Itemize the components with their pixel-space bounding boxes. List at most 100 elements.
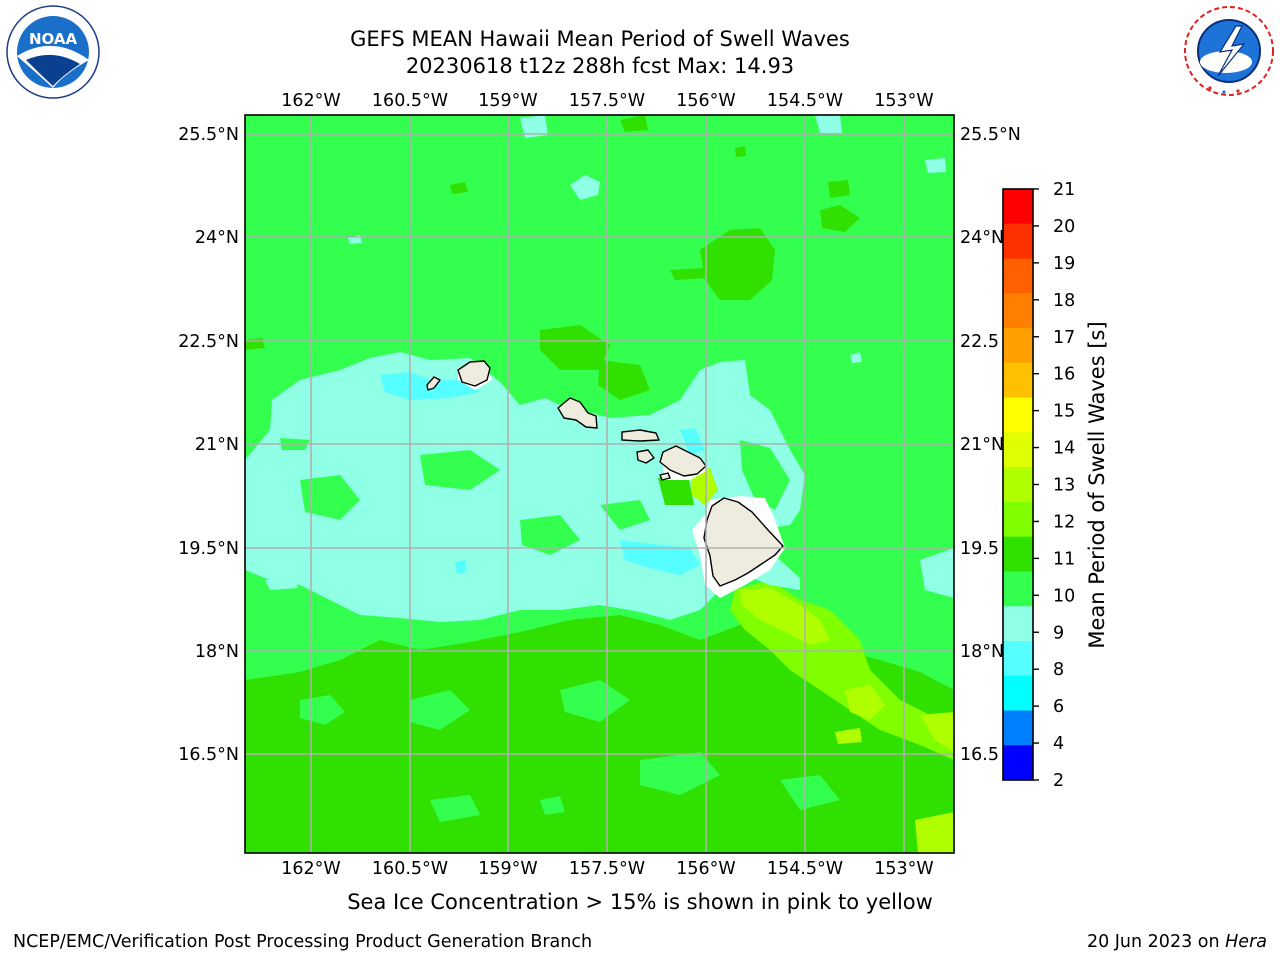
swell-region-13-14-maui xyxy=(690,468,718,505)
colorbar-tick-label: 21 xyxy=(1053,180,1075,200)
swell-patch-light xyxy=(640,752,720,795)
lon-label-top: 162°W xyxy=(281,91,340,111)
map-frame xyxy=(244,114,955,854)
swell-region-13-14 xyxy=(845,685,885,720)
lat-label-left: 18°N xyxy=(195,642,239,662)
swell-region-9-10 xyxy=(815,115,842,133)
lon-label-bottom: 159°W xyxy=(478,859,537,879)
lon-label-top: 154.5°W xyxy=(767,91,843,111)
colorbar-segment xyxy=(1003,362,1033,399)
swell-region-11-12 xyxy=(828,180,850,198)
colorbar-tick-label: 15 xyxy=(1053,402,1075,422)
swell-region-11-12 xyxy=(670,268,708,280)
lat-label-left: 25.5°N xyxy=(178,125,239,145)
lat-label-left: 22.5°N xyxy=(178,332,239,352)
swell-patch-light xyxy=(740,440,790,510)
colorbar-tick-label: 14 xyxy=(1053,439,1075,459)
lat-label-right: 24°N xyxy=(960,228,1004,248)
map-gridlines xyxy=(245,115,954,853)
colorbar-segment xyxy=(1003,710,1033,746)
colorbar-segment xyxy=(1003,571,1033,607)
swell-patch-light xyxy=(420,450,500,490)
swell-region-13-14 xyxy=(835,728,862,744)
lon-label-bottom: 162°W xyxy=(281,859,340,879)
colorbar-segment xyxy=(1003,745,1033,781)
lon-label-top: 160.5°W xyxy=(372,91,448,111)
noaa-logo-text: NOAA xyxy=(29,30,78,48)
colorbar-tick-label: 13 xyxy=(1053,476,1075,496)
lat-label-right: 22.5 xyxy=(960,332,999,352)
lat-label-left: 24°N xyxy=(195,228,239,248)
swell-region-9-10 xyxy=(570,175,600,200)
swell-patch-light xyxy=(600,500,650,530)
island-kahoolawe xyxy=(659,472,671,481)
swell-region-9-10 xyxy=(925,158,946,173)
swell-patch-light xyxy=(560,680,630,722)
chart-subtitle: 20230618 t12z 288h fcst Max: 14.93 xyxy=(405,54,795,78)
colorbar-tick-label: 10 xyxy=(1053,586,1075,606)
swell-region-11-12-south xyxy=(245,610,954,853)
swell-region-11-12 xyxy=(735,146,746,157)
colorbar-tick-label: 16 xyxy=(1053,365,1075,385)
swell-patch-light xyxy=(300,475,360,520)
colorbar-tick-label: 4 xyxy=(1053,734,1064,754)
footer-date-text: 20 Jun 2023 on xyxy=(1086,932,1226,952)
island-niihau xyxy=(426,376,441,391)
island-maui xyxy=(659,445,707,477)
swell-region-11-12 xyxy=(450,182,468,194)
lat-label-left: 16.5°N xyxy=(178,745,239,765)
swell-region-11-12-north xyxy=(598,360,650,400)
colorbar-tick-label: 19 xyxy=(1053,254,1075,274)
lat-label-left: 21°N xyxy=(195,435,239,455)
swell-region-13-14 xyxy=(920,712,954,752)
island-kauai xyxy=(457,360,491,387)
swell-region-13-14-southeast xyxy=(740,588,830,645)
swell-patch-light xyxy=(410,690,470,730)
lon-label-top: 159°W xyxy=(478,91,537,111)
swell-region-13-14 xyxy=(915,812,954,853)
swell-region-9-10 xyxy=(850,352,862,363)
colorbar-tick-label: 20 xyxy=(1053,217,1075,237)
swell-patch-light xyxy=(540,796,565,815)
island-lanai xyxy=(636,449,655,464)
island-hawaii xyxy=(703,497,784,587)
colorbar-tick-label: 17 xyxy=(1053,328,1075,348)
colorbar-tick-label: 18 xyxy=(1053,291,1075,311)
lon-label-bottom: 153°W xyxy=(874,859,933,879)
colorbar-segment xyxy=(1003,467,1033,503)
swell-region-11-12 xyxy=(245,338,265,350)
swell-region-8-9 xyxy=(455,560,467,574)
colorbar-segment xyxy=(1003,432,1033,468)
lat-label-right: 18°N xyxy=(960,642,1004,662)
colorbar-segment xyxy=(1003,501,1033,538)
lon-label-bottom: 157.5°W xyxy=(569,859,645,879)
colorbar-segment xyxy=(1003,258,1033,294)
colorbar-label: Mean Period of Swell Waves [s] xyxy=(1085,321,1109,649)
colorbar-segment xyxy=(1003,293,1033,329)
colorbar-tick-label: 9 xyxy=(1053,623,1064,643)
colorbar-tick-label: 6 xyxy=(1053,697,1064,717)
sea-ice-caption: Sea Ice Concentration > 15% is shown in … xyxy=(347,890,933,914)
swell-region-11-12 xyxy=(620,115,648,132)
swell-patch-light xyxy=(520,515,580,555)
lon-label-top: 157.5°W xyxy=(569,91,645,111)
colorbar-segment xyxy=(1003,640,1033,677)
colorbar: 21 20 19 18 17 16 15 14 13 12 11 10 9 8 6 4 2 xyxy=(1002,180,1075,791)
lat-label-right: 21°N xyxy=(960,435,1004,455)
colorbar-tick-label: 11 xyxy=(1053,549,1075,569)
colorbar-segment xyxy=(1003,606,1033,642)
swell-region-11-12-maui xyxy=(658,474,694,505)
swell-patch-light xyxy=(780,775,840,810)
nws-logo-icon xyxy=(1183,5,1275,97)
colorbar-segment xyxy=(1003,397,1033,433)
lon-label-bottom: 156°W xyxy=(676,859,735,879)
lon-label-top: 153°W xyxy=(874,91,933,111)
swell-region-8-9 xyxy=(680,428,705,455)
lon-label-bottom: 160.5°W xyxy=(372,859,448,879)
footer-host: Hera xyxy=(1225,932,1267,952)
swell-region-9-10 xyxy=(920,548,954,598)
swell-region-11-12-north xyxy=(820,205,860,232)
colorbar-tick-label: 2 xyxy=(1053,771,1064,791)
swell-region-9-10 xyxy=(265,578,298,590)
